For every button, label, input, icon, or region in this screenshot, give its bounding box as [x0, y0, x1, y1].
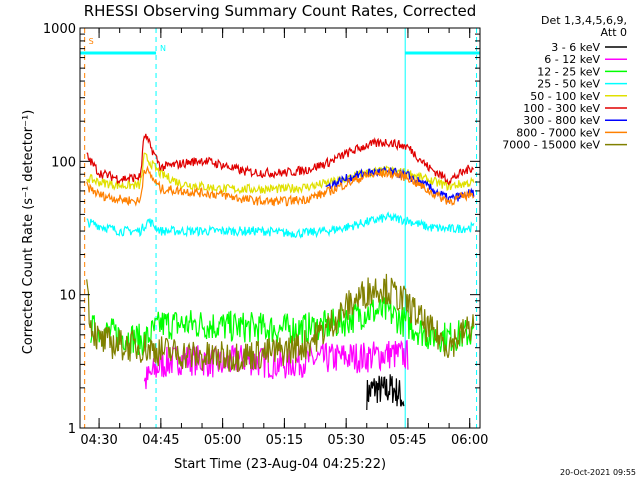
flag-n-label: N — [160, 44, 166, 53]
series-100-300-kev-line — [86, 133, 475, 186]
x-tick-label: 04:45 — [142, 433, 179, 448]
legend-item-label: 300 - 800 keV — [523, 114, 600, 127]
x-tick-label: 05:30 — [327, 433, 364, 448]
legend-item-label: 50 - 100 keV — [530, 90, 600, 103]
series-25-50-kev-line — [86, 211, 475, 239]
legend-item-label: 7000 - 15000 keV — [502, 139, 600, 152]
footer-timestamp: 20-Oct-2021 09:55 — [560, 468, 636, 477]
series-3-6-kev-line — [366, 374, 405, 411]
y-tick-label: 1000 — [43, 22, 76, 37]
legend-header-line: Det 1,3,4,5,6,9, — [541, 14, 627, 27]
y-tick-label: 1 — [68, 422, 76, 437]
x-tick-label: 05:00 — [204, 433, 241, 448]
x-axis-label: Start Time (23-Aug-04 04:25:22) — [174, 457, 386, 472]
plot-area: S N 1 10 100 1000 04:30 04:45 05:00 05:15 05:30 05:… — [43, 22, 489, 448]
legend-header-line: Att 0 — [601, 26, 627, 39]
x-tick-label: 04:30 — [80, 433, 117, 448]
y-tick-label: 100 — [51, 155, 76, 170]
series-300-800-kev-line — [325, 165, 475, 203]
x-tick-label: 05:15 — [266, 433, 303, 448]
series-800-7000-kev-line — [86, 165, 475, 207]
y-axis-label: Corrected Count Rate (s⁻¹ detector⁻¹) — [21, 110, 36, 355]
legend-item-label: 3 - 6 keV — [551, 41, 600, 54]
x-tick-label: 05:45 — [389, 433, 426, 448]
plot-frame — [79, 27, 481, 429]
legend-item-label: 800 - 7000 keV — [516, 126, 600, 139]
series-6-12-kev-line — [143, 339, 409, 390]
flag-s-label: S — [89, 37, 94, 46]
legend-item-label: 100 - 300 keV — [523, 102, 600, 115]
legend-item-label: 25 - 50 keV — [537, 78, 600, 91]
series-7000-15000-kev-line — [86, 273, 475, 373]
x-tick-label: 06:00 — [451, 433, 488, 448]
legend-item-label: 12 - 25 keV — [537, 65, 600, 78]
y-tick-label: 10 — [59, 289, 76, 304]
legend-item-label: 6 - 12 keV — [544, 53, 600, 66]
chart-title: RHESSI Observing Summary Count Rates, Co… — [84, 2, 477, 20]
